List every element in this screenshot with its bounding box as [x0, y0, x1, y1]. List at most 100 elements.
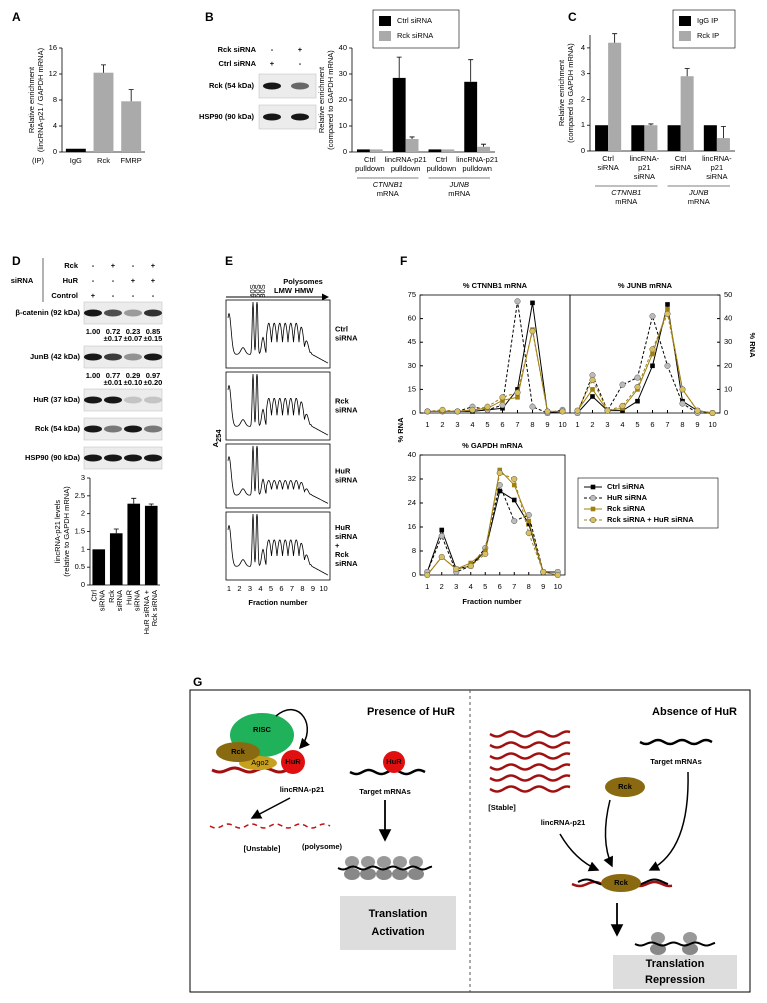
y-tick-label: 0 — [53, 147, 57, 156]
profile-trace — [227, 301, 329, 364]
marker — [514, 298, 521, 305]
x-tick-label: 5 — [483, 582, 487, 591]
marker — [604, 407, 611, 414]
marker — [515, 394, 520, 400]
error-bar — [468, 59, 474, 82]
ribosome-large — [392, 868, 408, 880]
profile-label: siRNA — [335, 405, 358, 414]
bar — [595, 125, 609, 151]
error-bar — [131, 497, 137, 504]
x-tick-label: siRNA — [597, 163, 618, 172]
error-bar — [481, 143, 487, 147]
y-tick-label: 20 — [724, 361, 732, 370]
y-tick-label: 24 — [408, 498, 416, 507]
x-tick-label: 9 — [545, 420, 549, 429]
marker — [554, 571, 561, 579]
blot-band — [124, 309, 142, 317]
panel-letter: A — [12, 10, 21, 24]
legend-swatch — [679, 16, 691, 26]
outcome-label: Translation — [646, 958, 705, 970]
target-label: Target mRNAs — [650, 757, 702, 766]
legend-label: Rck siRNA + HuR siRNA — [607, 515, 694, 524]
blot-label: β-catenin (92 kDa) — [15, 308, 80, 317]
condition-sign: + — [111, 261, 116, 270]
marker — [649, 346, 656, 353]
panel-letter: C — [568, 10, 577, 24]
y-tick-label: 0 — [412, 570, 416, 579]
group-label: mRNA — [448, 189, 470, 198]
y-tick-label: 10 — [339, 121, 347, 130]
x-tick-label: 6 — [500, 420, 504, 429]
x-tick-label: 1 — [227, 584, 231, 593]
marker — [439, 527, 445, 533]
series-line — [577, 312, 713, 414]
y-tick-label: 2.5 — [75, 491, 85, 500]
quantification: 0.77 — [106, 371, 121, 380]
series-line — [426, 490, 558, 573]
quantification: 1.00 — [86, 371, 101, 380]
condition-label: Ctrl siRNA — [218, 59, 256, 68]
x-tick-label: siRNA — [115, 590, 124, 611]
series-line — [427, 302, 563, 414]
legend-label: Rck siRNA — [397, 31, 433, 40]
y-tick-label: 0 — [581, 146, 585, 155]
y-axis-label: (lincRNA-p21 / GAPDH mRNA) — [36, 47, 45, 152]
blot-band — [84, 454, 102, 462]
range-label: LMW — [274, 286, 293, 295]
marker — [511, 517, 518, 525]
blot-band — [124, 353, 142, 361]
quantification: 0.29 — [126, 371, 141, 380]
x-prefix: (IP) — [32, 156, 45, 165]
profile-label: + — [335, 541, 340, 550]
legend-marker — [590, 506, 596, 512]
x-tick-label: 7 — [515, 420, 519, 429]
legend-label: Ctrl siRNA — [397, 16, 432, 25]
marker — [497, 488, 503, 494]
y-tick-label: 0 — [81, 580, 85, 589]
rck-label: Rck — [614, 878, 629, 887]
x-tick-label: 5 — [269, 584, 273, 593]
blot-band — [144, 309, 162, 317]
x-tick-label: 10 — [319, 584, 327, 593]
x-tick-label: 9 — [695, 420, 699, 429]
quantification: ±0.15 — [144, 334, 163, 343]
range-label: HMW — [295, 286, 315, 295]
bar — [477, 146, 490, 152]
legend-label: IgG IP — [697, 16, 718, 25]
legend-swatch — [379, 16, 391, 26]
bar — [357, 149, 370, 152]
series-line — [577, 314, 713, 414]
y-tick-label: 8 — [412, 546, 416, 555]
x-tick-label: siRNA — [98, 590, 107, 611]
marker — [559, 408, 566, 415]
chart-title: % CTNNB1 mRNA — [463, 281, 528, 290]
blot-band — [84, 309, 102, 317]
bar — [716, 138, 730, 151]
blot-label: Rck (54 kDa) — [35, 424, 81, 433]
bar — [441, 149, 455, 152]
marker — [525, 529, 532, 537]
x-tick-label: pulldown — [427, 164, 457, 173]
x-tick-label: 9 — [311, 584, 315, 593]
quantification: 0.23 — [126, 327, 141, 336]
x-tick-label: 3 — [455, 420, 459, 429]
panel-letter: F — [400, 254, 407, 268]
y-tick-label: 16 — [408, 522, 416, 531]
target-mrna — [349, 768, 426, 776]
quantification: ±0.20 — [144, 378, 163, 387]
blot-band — [124, 396, 142, 404]
blot-band — [84, 396, 102, 404]
blot-band — [84, 425, 102, 433]
y-axis-label: (compared to GAPDH mRNA) — [566, 43, 575, 143]
group-label: CTNNB1 — [373, 180, 403, 189]
y-tick-label: 8 — [53, 95, 57, 104]
profile-trace — [227, 513, 329, 576]
subunit-label: 80S — [258, 284, 267, 297]
ribosome-large — [376, 868, 392, 880]
marker — [484, 403, 491, 410]
condition-sign: - — [299, 59, 302, 68]
x-tick-label: 4 — [470, 420, 474, 429]
marker — [665, 302, 670, 307]
curved-arrow — [275, 708, 310, 750]
group-label: mRNA — [615, 197, 637, 206]
